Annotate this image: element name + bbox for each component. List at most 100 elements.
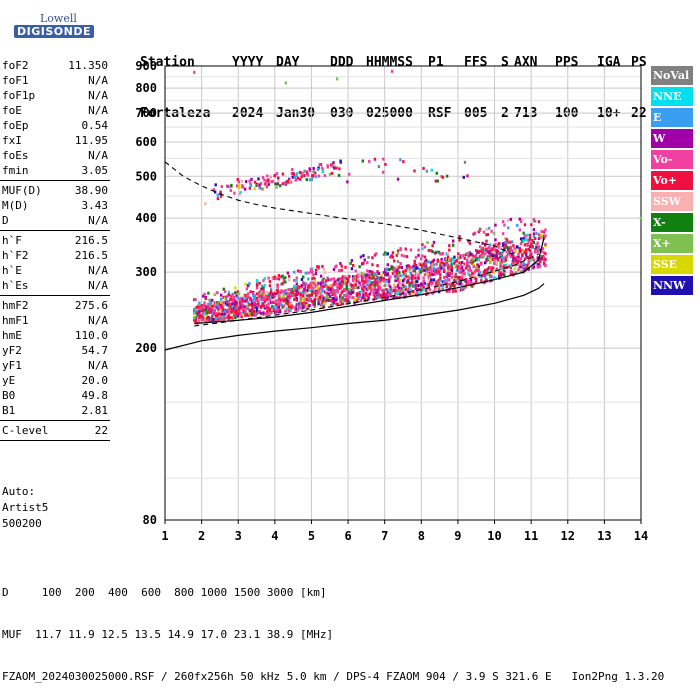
echo-point bbox=[225, 295, 228, 299]
echo-point bbox=[330, 288, 333, 292]
echo-point bbox=[314, 175, 318, 179]
echo-point bbox=[353, 301, 356, 305]
echo-point bbox=[460, 288, 464, 292]
echo-point bbox=[275, 172, 279, 176]
auto-program: Artist5 bbox=[2, 501, 49, 514]
echo-point bbox=[212, 312, 215, 316]
echo-point bbox=[525, 248, 528, 252]
param-name: M(D) bbox=[2, 199, 29, 212]
echo-point bbox=[367, 255, 370, 259]
echo-point bbox=[284, 289, 287, 293]
echo-point bbox=[277, 297, 281, 301]
echo-point bbox=[289, 302, 292, 306]
echo-point bbox=[531, 238, 534, 242]
legend-item-e: E bbox=[651, 108, 693, 127]
echo-point bbox=[343, 297, 346, 301]
echo-point bbox=[363, 281, 366, 285]
echo-point bbox=[276, 299, 279, 303]
param-separator bbox=[0, 180, 110, 181]
echo-point bbox=[306, 173, 310, 177]
echo-point bbox=[198, 311, 201, 315]
echo-point bbox=[237, 180, 240, 184]
echo-point bbox=[373, 283, 377, 287]
echo-point bbox=[387, 267, 391, 271]
echo-point bbox=[437, 278, 441, 282]
echo-point bbox=[528, 236, 532, 240]
echo-point bbox=[487, 226, 491, 230]
echo-point bbox=[202, 310, 205, 314]
echo-point bbox=[389, 291, 392, 295]
echo-point bbox=[395, 292, 398, 296]
echo-point bbox=[284, 81, 288, 85]
echo-point bbox=[220, 317, 223, 321]
echo-point bbox=[314, 171, 317, 175]
echo-point bbox=[285, 299, 288, 303]
echo-point bbox=[227, 316, 231, 320]
echo-point bbox=[484, 248, 487, 252]
echo-point bbox=[440, 257, 443, 261]
echo-point bbox=[302, 301, 305, 305]
echo-point bbox=[207, 302, 210, 306]
echo-point bbox=[330, 277, 333, 281]
echo-point bbox=[295, 282, 299, 286]
echo-point bbox=[368, 278, 372, 282]
echo-point bbox=[528, 248, 532, 252]
echo-point bbox=[413, 283, 416, 287]
echo-point bbox=[209, 318, 213, 322]
echo-point bbox=[288, 177, 291, 181]
echo-point bbox=[262, 295, 265, 299]
echo-point bbox=[410, 284, 414, 288]
echo-point bbox=[345, 281, 348, 285]
echo-point bbox=[532, 228, 536, 232]
echo-point bbox=[455, 258, 459, 262]
echo-point bbox=[514, 263, 518, 267]
echo-point bbox=[321, 286, 324, 290]
echo-point bbox=[340, 296, 343, 300]
echo-point bbox=[484, 268, 487, 272]
echo-point bbox=[220, 293, 223, 297]
echo-point bbox=[399, 290, 402, 294]
echo-point bbox=[287, 305, 291, 309]
echo-point bbox=[339, 262, 342, 266]
echo-point bbox=[284, 309, 287, 313]
echo-point bbox=[350, 267, 354, 271]
echo-point bbox=[537, 220, 541, 224]
echo-point bbox=[372, 290, 375, 294]
echo-point bbox=[317, 290, 320, 294]
echo-point bbox=[490, 270, 493, 274]
echo-point bbox=[509, 264, 513, 268]
param-value: 110.0 bbox=[74, 329, 108, 342]
echo-point bbox=[261, 175, 265, 179]
echo-point bbox=[198, 315, 201, 319]
echo-point bbox=[468, 253, 472, 257]
echo-point bbox=[485, 233, 488, 237]
echo-point bbox=[426, 272, 429, 276]
echo-point bbox=[427, 285, 431, 289]
y-tick-label: 900 bbox=[135, 59, 157, 73]
echo-point bbox=[289, 304, 292, 308]
echo-point bbox=[250, 299, 254, 303]
echo-point bbox=[284, 280, 287, 284]
echo-point bbox=[469, 281, 473, 285]
echo-point bbox=[312, 281, 315, 285]
echo-point bbox=[376, 281, 379, 285]
x-tick-label: 2 bbox=[198, 529, 205, 543]
echo-point bbox=[255, 282, 259, 286]
echo-point bbox=[314, 284, 318, 288]
echo-point bbox=[489, 249, 492, 253]
echo-point bbox=[418, 268, 422, 272]
echo-point bbox=[504, 257, 507, 261]
echo-point bbox=[285, 301, 288, 305]
echo-point bbox=[328, 294, 332, 298]
echo-point bbox=[252, 304, 255, 308]
echo-point bbox=[281, 172, 285, 176]
echo-point bbox=[518, 250, 522, 254]
echo-point bbox=[409, 293, 413, 297]
echo-point bbox=[446, 272, 450, 276]
echo-point bbox=[285, 292, 288, 296]
echo-point bbox=[216, 313, 219, 317]
echo-point bbox=[508, 240, 511, 244]
echo-point bbox=[512, 256, 515, 260]
echo-point bbox=[300, 302, 304, 306]
echo-point bbox=[282, 290, 286, 294]
